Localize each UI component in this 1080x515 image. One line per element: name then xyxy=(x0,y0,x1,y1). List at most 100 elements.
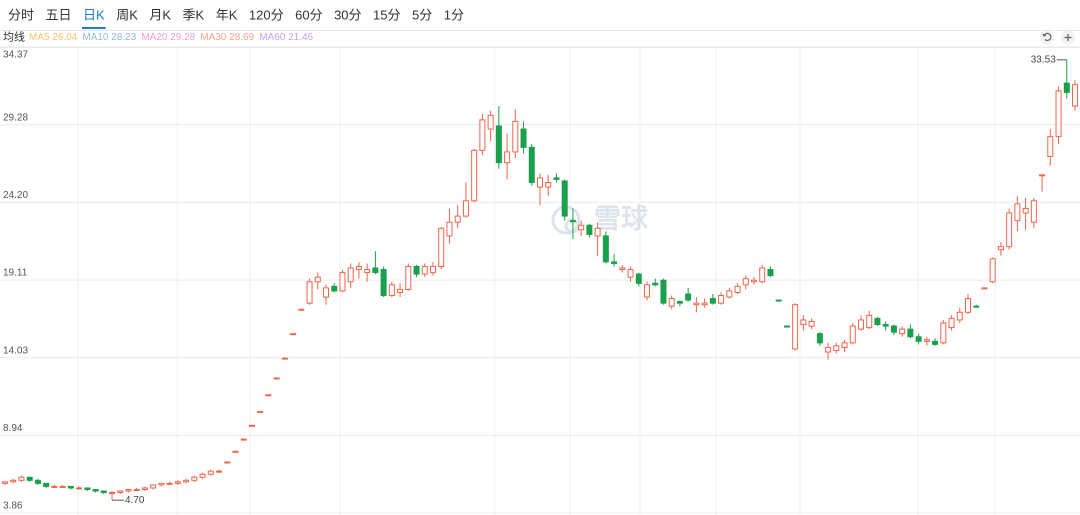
candle-body xyxy=(742,278,749,286)
y-tick-label: 3.86 xyxy=(3,501,23,512)
candle-body xyxy=(586,224,593,235)
candle-body xyxy=(652,282,659,286)
candle-body xyxy=(899,328,906,335)
candle-body xyxy=(989,258,996,283)
toolbar-icons xyxy=(1040,30,1075,45)
candle-body xyxy=(923,339,930,342)
candle-body xyxy=(257,411,264,414)
candle-body xyxy=(956,311,963,321)
candle-body xyxy=(545,181,552,188)
tab[interactable]: 年K xyxy=(216,7,238,22)
candle-body xyxy=(808,320,815,327)
reset-button[interactable] xyxy=(1040,30,1054,45)
candle-body xyxy=(479,119,486,151)
candle-body xyxy=(314,276,321,283)
tab[interactable]: 5分 xyxy=(412,7,432,22)
candle-body xyxy=(858,319,864,330)
candle-body xyxy=(224,461,231,464)
candle-body xyxy=(1022,207,1029,214)
tab[interactable]: 120分 xyxy=(249,7,284,22)
tab[interactable]: 日K xyxy=(83,7,105,22)
candle-body xyxy=(84,487,91,490)
y-tick-label: 24.20 xyxy=(3,190,28,201)
candle-body xyxy=(849,325,856,344)
candle-body xyxy=(26,476,33,481)
candle-body xyxy=(265,394,272,397)
candle-body xyxy=(504,151,511,164)
tab[interactable]: 60分 xyxy=(295,7,322,22)
candle-body xyxy=(281,357,288,360)
candle-body xyxy=(915,336,922,342)
candle-body xyxy=(1063,82,1070,93)
candle-body xyxy=(43,482,50,487)
candle-body xyxy=(380,269,387,297)
candle-body xyxy=(10,479,17,483)
vertical-grid xyxy=(77,48,996,515)
candle-body xyxy=(125,488,132,492)
candle-body xyxy=(668,298,675,307)
candle-body xyxy=(1055,90,1062,138)
reset-icon xyxy=(1042,32,1052,42)
candle-body xyxy=(973,305,980,308)
candle-body xyxy=(413,265,420,275)
candle-body xyxy=(355,265,362,271)
candle-body xyxy=(248,424,255,427)
candle-body xyxy=(569,220,576,223)
low-label: 4.70 xyxy=(125,495,145,506)
candle-body xyxy=(133,488,140,491)
candle-body xyxy=(619,267,626,271)
candle-body xyxy=(495,125,502,164)
candle-body xyxy=(981,287,988,290)
candle-body xyxy=(191,476,198,481)
y-tick-label: 8.94 xyxy=(3,423,23,434)
candle-body xyxy=(446,221,453,237)
candle-body xyxy=(775,299,782,302)
candle-body xyxy=(273,377,280,380)
candle-body xyxy=(454,215,461,223)
candle-body xyxy=(594,227,601,237)
candle-body xyxy=(388,284,395,297)
candle-body xyxy=(59,485,66,488)
candle-body xyxy=(150,484,157,489)
candle-body xyxy=(166,482,173,485)
y-tick-label: 14.03 xyxy=(3,345,28,356)
candle-body xyxy=(199,473,206,478)
candle-body xyxy=(1039,174,1046,177)
tab[interactable]: 五日 xyxy=(46,7,72,22)
tab[interactable]: 季K xyxy=(183,7,205,22)
tab[interactable]: 30分 xyxy=(334,7,361,22)
tab[interactable]: 分时 xyxy=(8,7,34,22)
tab[interactable]: 15分 xyxy=(373,7,400,22)
tab[interactable]: 周K xyxy=(116,7,138,22)
candle-body xyxy=(1030,200,1037,223)
tab[interactable]: 月K xyxy=(149,7,171,22)
candle-body xyxy=(183,479,190,483)
candle-body xyxy=(158,482,165,486)
candle-body xyxy=(997,246,1004,251)
candle-body xyxy=(825,346,832,353)
candle-body xyxy=(627,269,634,278)
candle-body xyxy=(331,285,338,292)
candle-body xyxy=(207,470,214,475)
candle-body xyxy=(578,224,585,231)
candle-body xyxy=(907,328,914,338)
candle-body xyxy=(471,149,478,202)
candle-body xyxy=(240,438,247,441)
candle-body xyxy=(726,290,733,298)
candle-body xyxy=(232,450,239,453)
candle-body xyxy=(660,279,667,304)
candle-body xyxy=(693,302,700,306)
candle-body xyxy=(553,177,560,180)
tab[interactable]: 1分 xyxy=(444,7,464,22)
candle-body xyxy=(520,128,527,148)
candle-body xyxy=(701,302,708,306)
candle-body xyxy=(462,200,469,217)
candle-body xyxy=(76,487,83,490)
candle-body xyxy=(800,319,807,326)
candle-body xyxy=(109,492,115,495)
watermark-text: 雪球 xyxy=(594,204,649,234)
candle-body xyxy=(290,333,297,336)
candle-body xyxy=(965,298,971,313)
